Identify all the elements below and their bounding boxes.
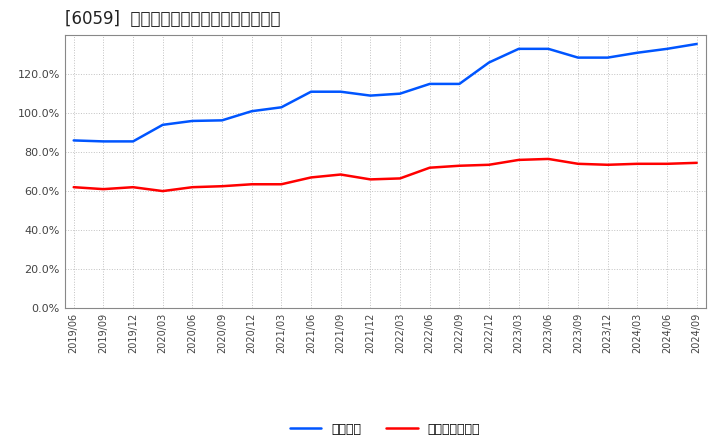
- 固定比率: [188, 118, 197, 124]
- 固定比率: [544, 46, 553, 51]
- 固定長期適合率: [69, 184, 78, 190]
- 固定長期適合率: [336, 172, 345, 177]
- 固定比率: [662, 46, 671, 51]
- 固定長期適合率: [426, 165, 434, 170]
- 固定比率: [485, 60, 493, 65]
- 固定比率: [158, 122, 167, 128]
- 固定比率: [633, 50, 642, 55]
- 固定比率: [366, 93, 374, 98]
- 固定長期適合率: [307, 175, 315, 180]
- 固定長期適合率: [188, 184, 197, 190]
- 固定長期適合率: [99, 187, 108, 192]
- Line: 固定長期適合率: 固定長期適合率: [73, 159, 697, 191]
- 固定比率: [69, 138, 78, 143]
- Line: 固定比率: 固定比率: [73, 44, 697, 141]
- 固定長期適合率: [158, 188, 167, 194]
- 固定比率: [277, 105, 286, 110]
- 固定比率: [248, 109, 256, 114]
- 固定長期適合率: [693, 160, 701, 165]
- 固定比率: [574, 55, 582, 60]
- 固定比率: [217, 118, 226, 123]
- 固定比率: [426, 81, 434, 87]
- 固定長期適合率: [662, 161, 671, 166]
- 固定比率: [307, 89, 315, 94]
- 固定長期適合率: [366, 177, 374, 182]
- 固定長期適合率: [217, 183, 226, 189]
- Legend: 固定比率, 固定長期適合率: 固定比率, 固定長期適合率: [285, 418, 485, 440]
- 固定比率: [693, 41, 701, 47]
- 固定比率: [336, 89, 345, 94]
- 固定比率: [99, 139, 108, 144]
- 固定長期適合率: [514, 157, 523, 162]
- 固定比率: [603, 55, 612, 60]
- Text: [6059]  固定比率、固定長期適合率の推移: [6059] 固定比率、固定長期適合率の推移: [65, 10, 280, 28]
- 固定長期適合率: [603, 162, 612, 167]
- 固定比率: [129, 139, 138, 144]
- 固定比率: [396, 91, 405, 96]
- 固定長期適合率: [455, 163, 464, 169]
- 固定長期適合率: [544, 156, 553, 161]
- 固定長期適合率: [248, 182, 256, 187]
- 固定長期適合率: [574, 161, 582, 166]
- 固定長期適合率: [485, 162, 493, 167]
- 固定長期適合率: [633, 161, 642, 166]
- 固定比率: [455, 81, 464, 87]
- 固定長期適合率: [129, 184, 138, 190]
- 固定比率: [514, 46, 523, 51]
- 固定長期適合率: [396, 176, 405, 181]
- 固定長期適合率: [277, 182, 286, 187]
